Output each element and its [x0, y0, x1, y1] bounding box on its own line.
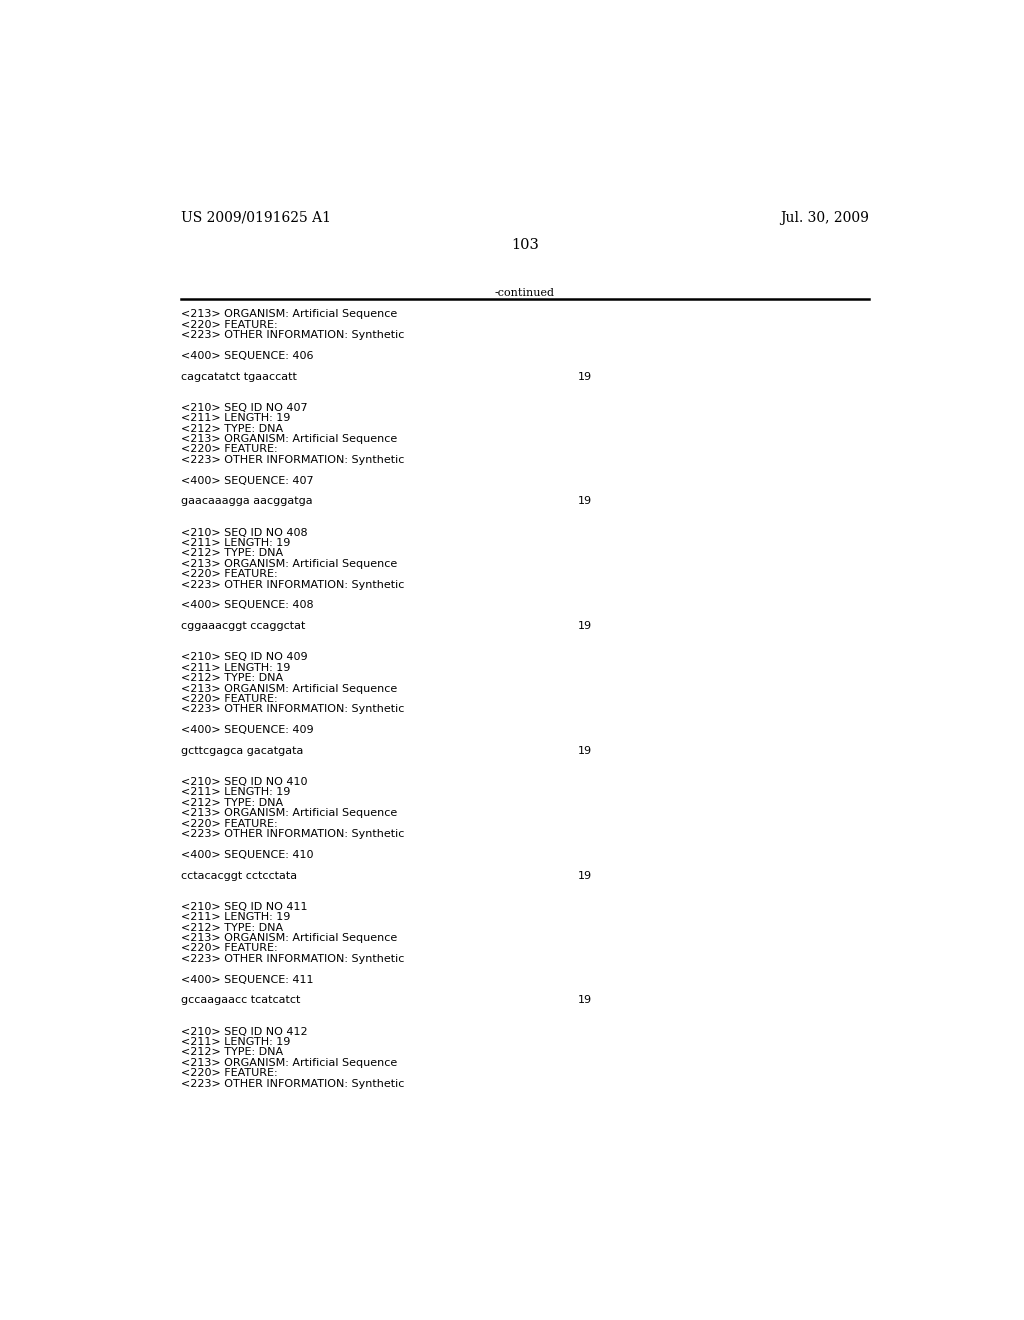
Text: <212> TYPE: DNA: <212> TYPE: DNA: [180, 797, 283, 808]
Text: cctacacggt cctcctata: cctacacggt cctcctata: [180, 871, 297, 880]
Text: 19: 19: [578, 746, 592, 756]
Text: <213> ORGANISM: Artificial Sequence: <213> ORGANISM: Artificial Sequence: [180, 309, 397, 319]
Text: <213> ORGANISM: Artificial Sequence: <213> ORGANISM: Artificial Sequence: [180, 1057, 397, 1068]
Text: <220> FEATURE:: <220> FEATURE:: [180, 445, 278, 454]
Text: <223> OTHER INFORMATION: Synthetic: <223> OTHER INFORMATION: Synthetic: [180, 954, 404, 964]
Text: <212> TYPE: DNA: <212> TYPE: DNA: [180, 1047, 283, 1057]
Text: <213> ORGANISM: Artificial Sequence: <213> ORGANISM: Artificial Sequence: [180, 558, 397, 569]
Text: <210> SEQ ID NO 411: <210> SEQ ID NO 411: [180, 902, 307, 912]
Text: <400> SEQUENCE: 409: <400> SEQUENCE: 409: [180, 725, 313, 735]
Text: 19: 19: [578, 871, 592, 880]
Text: gccaagaacc tcatcatct: gccaagaacc tcatcatct: [180, 995, 300, 1006]
Text: <212> TYPE: DNA: <212> TYPE: DNA: [180, 673, 283, 684]
Text: <220> FEATURE:: <220> FEATURE:: [180, 818, 278, 829]
Text: <211> LENGTH: 19: <211> LENGTH: 19: [180, 663, 290, 673]
Text: <210> SEQ ID NO 407: <210> SEQ ID NO 407: [180, 403, 307, 413]
Text: <213> ORGANISM: Artificial Sequence: <213> ORGANISM: Artificial Sequence: [180, 808, 397, 818]
Text: Jul. 30, 2009: Jul. 30, 2009: [780, 211, 869, 224]
Text: <213> ORGANISM: Artificial Sequence: <213> ORGANISM: Artificial Sequence: [180, 434, 397, 444]
Text: gcttcgagca gacatgata: gcttcgagca gacatgata: [180, 746, 303, 756]
Text: <220> FEATURE:: <220> FEATURE:: [180, 569, 278, 579]
Text: <211> LENGTH: 19: <211> LENGTH: 19: [180, 539, 290, 548]
Text: <223> OTHER INFORMATION: Synthetic: <223> OTHER INFORMATION: Synthetic: [180, 1078, 404, 1089]
Text: US 2009/0191625 A1: US 2009/0191625 A1: [180, 211, 331, 224]
Text: <220> FEATURE:: <220> FEATURE:: [180, 944, 278, 953]
Text: gaacaaagga aacggatga: gaacaaagga aacggatga: [180, 496, 312, 507]
Text: <212> TYPE: DNA: <212> TYPE: DNA: [180, 424, 283, 434]
Text: <220> FEATURE:: <220> FEATURE:: [180, 319, 278, 330]
Text: <400> SEQUENCE: 407: <400> SEQUENCE: 407: [180, 475, 313, 486]
Text: <400> SEQUENCE: 408: <400> SEQUENCE: 408: [180, 601, 313, 610]
Text: <223> OTHER INFORMATION: Synthetic: <223> OTHER INFORMATION: Synthetic: [180, 705, 404, 714]
Text: <400> SEQUENCE: 410: <400> SEQUENCE: 410: [180, 850, 313, 859]
Text: <210> SEQ ID NO 410: <210> SEQ ID NO 410: [180, 777, 307, 787]
Text: <211> LENGTH: 19: <211> LENGTH: 19: [180, 1038, 290, 1047]
Text: <211> LENGTH: 19: <211> LENGTH: 19: [180, 413, 290, 424]
Text: <223> OTHER INFORMATION: Synthetic: <223> OTHER INFORMATION: Synthetic: [180, 455, 404, 465]
Text: 103: 103: [511, 239, 539, 252]
Text: 19: 19: [578, 496, 592, 507]
Text: <210> SEQ ID NO 409: <210> SEQ ID NO 409: [180, 652, 307, 663]
Text: cggaaacggt ccaggctat: cggaaacggt ccaggctat: [180, 622, 305, 631]
Text: 19: 19: [578, 622, 592, 631]
Text: cagcatatct tgaaccatt: cagcatatct tgaaccatt: [180, 372, 297, 381]
Text: <223> OTHER INFORMATION: Synthetic: <223> OTHER INFORMATION: Synthetic: [180, 829, 404, 840]
Text: <400> SEQUENCE: 406: <400> SEQUENCE: 406: [180, 351, 313, 360]
Text: <211> LENGTH: 19: <211> LENGTH: 19: [180, 788, 290, 797]
Text: <223> OTHER INFORMATION: Synthetic: <223> OTHER INFORMATION: Synthetic: [180, 330, 404, 341]
Text: <223> OTHER INFORMATION: Synthetic: <223> OTHER INFORMATION: Synthetic: [180, 579, 404, 590]
Text: <212> TYPE: DNA: <212> TYPE: DNA: [180, 923, 283, 933]
Text: <400> SEQUENCE: 411: <400> SEQUENCE: 411: [180, 974, 313, 985]
Text: -continued: -continued: [495, 288, 555, 298]
Text: <210> SEQ ID NO 412: <210> SEQ ID NO 412: [180, 1027, 307, 1036]
Text: <213> ORGANISM: Artificial Sequence: <213> ORGANISM: Artificial Sequence: [180, 933, 397, 942]
Text: <220> FEATURE:: <220> FEATURE:: [180, 694, 278, 704]
Text: <213> ORGANISM: Artificial Sequence: <213> ORGANISM: Artificial Sequence: [180, 684, 397, 693]
Text: <210> SEQ ID NO 408: <210> SEQ ID NO 408: [180, 528, 307, 537]
Text: 19: 19: [578, 372, 592, 381]
Text: 19: 19: [578, 995, 592, 1006]
Text: <220> FEATURE:: <220> FEATURE:: [180, 1068, 278, 1078]
Text: <211> LENGTH: 19: <211> LENGTH: 19: [180, 912, 290, 923]
Text: <212> TYPE: DNA: <212> TYPE: DNA: [180, 548, 283, 558]
